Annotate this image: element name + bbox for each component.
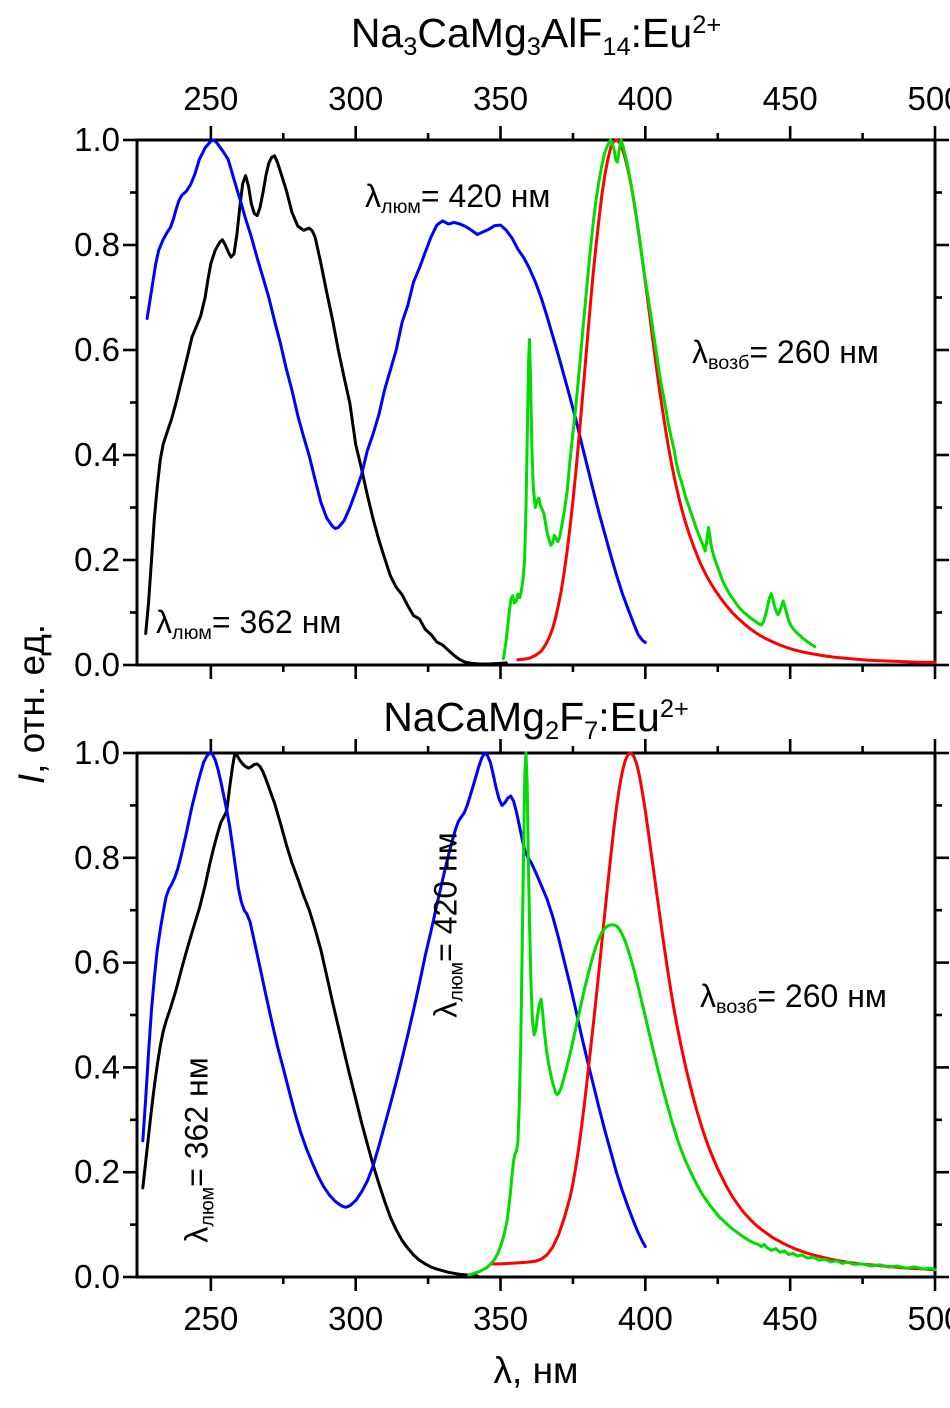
x-tick-label: 300	[328, 1300, 383, 1337]
text-segment: люм	[196, 1186, 219, 1227]
annotation-ann-lum-362-rot: λлюм= 362 нм	[178, 1057, 219, 1243]
x-tick-label: 450	[763, 80, 818, 117]
y-axis-label: I, отн. ед.	[11, 624, 53, 784]
curve-excitation-420nm	[145, 138, 647, 644]
annotation-ann-lum-362: λлюм= 362 нм	[156, 604, 342, 644]
text-segment: AlF	[540, 10, 603, 56]
y-tick-label: 0.4	[74, 436, 120, 473]
text-segment: 3	[403, 32, 418, 61]
plot-frame	[135, 751, 937, 1279]
text-segment: λ	[692, 334, 708, 370]
text-segment: CaMg	[417, 10, 527, 56]
curve-excitation-362nm	[141, 751, 479, 1278]
x-tick-label: 500	[907, 80, 950, 117]
curve-emission-260nm-red	[516, 138, 937, 664]
x-tick-label: 250	[183, 80, 238, 117]
x-tick-label: 400	[618, 1300, 673, 1337]
panel-bottom: 250 300 350 400 450 500 0.0 0.2 0.4 0.6 0.8 1.0	[74, 734, 950, 1337]
text-segment: 2+	[659, 695, 689, 724]
text-segment: 2+	[692, 11, 722, 40]
y-tick-label: 0.0	[74, 1258, 120, 1295]
text-segment: возб	[708, 351, 750, 374]
curve-emission-260nm-green	[501, 138, 817, 661]
x-tick-label: 350	[473, 1300, 528, 1337]
x-tick-label: 450	[763, 1300, 818, 1337]
text-segment: λ	[427, 1001, 464, 1018]
text-segment: λ, нм	[493, 1350, 579, 1391]
text-segment: люм	[381, 195, 421, 218]
curve-emission-260nm-red	[490, 751, 937, 1272]
curve-emission-260nm-green	[467, 751, 937, 1277]
y-tick-label: 1.0	[74, 734, 120, 771]
annotation-ann-vozb-260: λвозб= 260 нм	[692, 334, 879, 374]
annotation-ann-lum-420-rot: λлюм= 420 нм	[427, 832, 468, 1018]
annotation-ann-lum-420: λлюм= 420 нм	[365, 178, 551, 218]
plot-frame	[135, 138, 937, 667]
x-tick-label: 400	[618, 80, 673, 117]
y-tick-label: 0.6	[74, 331, 120, 368]
curve-excitation-420nm	[141, 751, 647, 1249]
text-segment: 14	[602, 32, 631, 61]
text-segment: 2	[544, 716, 560, 745]
text-segment: Na	[350, 10, 404, 56]
text-segment: λ	[365, 178, 381, 214]
annotation-ann-vozb-260: λвозб= 260 нм	[700, 978, 887, 1018]
y-tick-label: 0.2	[74, 541, 120, 578]
text-segment: = 260 нм	[757, 978, 887, 1014]
text-segment: λ	[178, 1226, 215, 1243]
y-tick-label: 0.0	[74, 646, 120, 683]
x-tick-label: 350	[473, 80, 528, 117]
x-tick-label: 250	[183, 1300, 238, 1337]
text-segment: :Eu	[630, 10, 693, 56]
text-segment: λ	[156, 604, 172, 640]
x-tick-label: 300	[328, 80, 383, 117]
text-segment: :Eu	[598, 694, 660, 740]
text-segment: I	[11, 773, 52, 785]
y-tick-label: 0.2	[74, 1153, 120, 1190]
text-segment: = 362 нм	[178, 1057, 215, 1187]
text-segment: 7	[584, 716, 599, 745]
curve-excitation-362nm	[144, 154, 508, 666]
text-segment: F	[559, 694, 585, 740]
panel-bottom-title: NaCaMg2F7:Eu2+	[137, 694, 935, 745]
text-segment: люм	[172, 621, 212, 644]
y-tick-label: 0.8	[74, 839, 120, 876]
panel-top: 250 300 350 400 450 500 0.0 0.2 0.4 0.6 0.8 1.0	[74, 80, 950, 683]
text-segment: = 420 нм	[427, 832, 464, 962]
text-segment: возб	[716, 995, 758, 1018]
text-segment: , отн. ед.	[11, 623, 52, 774]
y-tick-label: 1.0	[74, 121, 120, 158]
y-tick-label: 0.4	[74, 1048, 120, 1085]
panel-top-title: Na3CaMg3AlF14:Eu2+	[137, 10, 935, 61]
text-segment: NaCaMg	[383, 694, 545, 740]
y-tick-label: 0.8	[74, 226, 120, 263]
text-segment: 3	[526, 32, 541, 61]
text-segment: люм	[445, 961, 468, 1002]
x-axis-label: λ, нм	[137, 1350, 935, 1392]
y-tick-label: 0.6	[74, 944, 120, 981]
x-tick-label: 500	[907, 1300, 950, 1337]
text-segment: = 420 нм	[420, 178, 551, 214]
text-segment: = 362 нм	[211, 604, 342, 640]
text-segment: = 260 нм	[749, 334, 879, 370]
text-segment: λ	[700, 978, 716, 1014]
